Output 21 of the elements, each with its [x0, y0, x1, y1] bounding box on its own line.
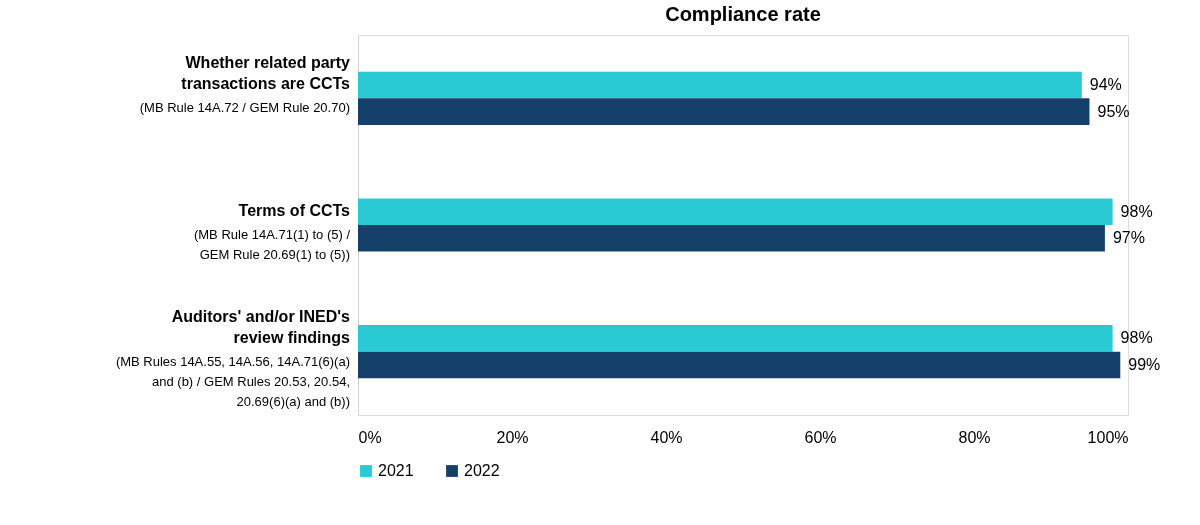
x-tick-label: 0%: [358, 428, 382, 446]
x-tick-label: 100%: [1087, 428, 1129, 446]
x-tick-label: 40%: [650, 428, 683, 446]
x-tick-label: 60%: [804, 428, 837, 446]
text: (MB Rule 14A.71(1) to (5) / GEM Rule 20.69(1) to (5)): [193, 227, 351, 262]
y-tick-label: Terms of CCTs: [238, 202, 351, 219]
legend-label: 2021: [378, 462, 414, 479]
chart-title: Compliance rate: [665, 3, 821, 25]
x-tick-label: 80%: [958, 428, 991, 446]
y-tick-label: Whether related party transactions are CCTs: [181, 54, 351, 93]
data-label: 99%: [1128, 355, 1161, 373]
text: (MB Rule 14A.72 / GEM Rule 20.70): [139, 100, 350, 116]
legend-label: 2022: [464, 462, 500, 479]
y-tick-label: Auditors' and/or INED's review findings: [171, 307, 351, 346]
data-label: 94%: [1089, 76, 1122, 94]
data-label: 97%: [1112, 229, 1145, 247]
x-tick-label: 20%: [496, 428, 529, 446]
text: (MB Rules 14A.55, 14A.56, 14A.71(6)(a) and (b) / GEM Rules 20.53, 20.54, 20.69(6)(a) and (b)): [115, 353, 350, 409]
data-label: 98%: [1120, 329, 1153, 347]
data-label: 95%: [1097, 102, 1130, 120]
data-label: 98%: [1120, 202, 1153, 220]
